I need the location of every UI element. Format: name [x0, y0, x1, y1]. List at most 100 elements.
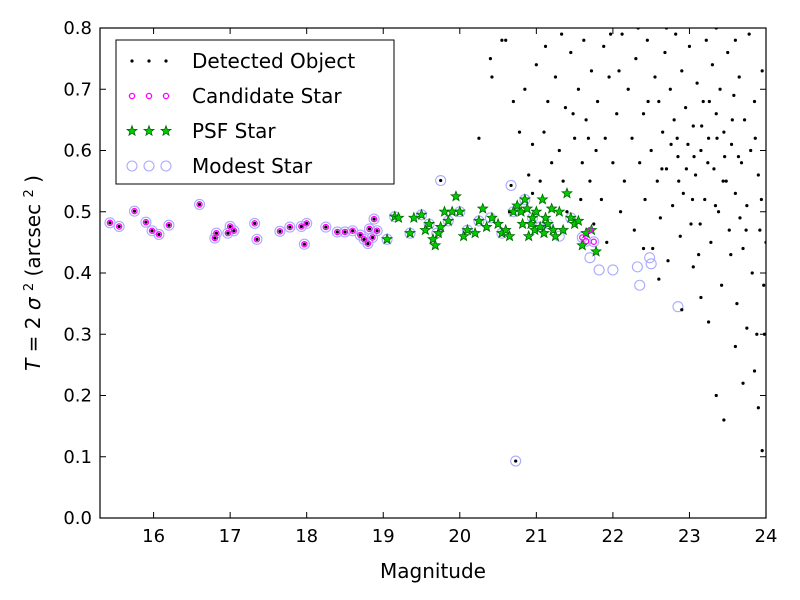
psf-point: [511, 199, 524, 211]
detected-point: [511, 99, 515, 104]
detected-point: [232, 229, 236, 233]
candidate-point: [276, 228, 284, 235]
modest-point: [368, 213, 380, 225]
series-psf: [381, 187, 603, 257]
detected-point: [546, 99, 550, 104]
detected-point: [527, 173, 531, 177]
detected-point: [760, 69, 764, 73]
detected-point: [706, 320, 711, 324]
psf-point: [526, 211, 539, 223]
detected-point: [691, 124, 695, 128]
x-tick-label: 18: [295, 526, 318, 547]
series-detected: [108, 28, 766, 463]
detected-point: [735, 302, 739, 306]
candidate-point: [334, 228, 341, 236]
legend-marker: [128, 92, 136, 100]
psf-point: [572, 214, 585, 227]
detected-point: [752, 99, 757, 104]
detected-point: [582, 38, 586, 42]
detected-point: [560, 32, 564, 36]
detected-point: [657, 99, 661, 104]
modest-point: [146, 225, 158, 237]
detected-point: [584, 118, 588, 122]
detected-point: [343, 230, 347, 234]
detected-point: [370, 235, 375, 240]
psf-point: [485, 211, 498, 223]
psf-point: [453, 205, 466, 217]
candidate-point: [230, 227, 238, 234]
candidate-point: [165, 221, 173, 229]
detected-point: [305, 221, 309, 225]
candidate-point: [360, 236, 368, 243]
modest-point: [320, 221, 332, 233]
detected-point: [500, 38, 504, 42]
detected-point: [643, 197, 647, 202]
psf-point: [560, 187, 573, 199]
modest-point: [672, 301, 684, 313]
legend-item-candidate: Candidate Star: [128, 84, 342, 108]
candidate-point: [213, 229, 220, 237]
y-axis-label-sup: 2: [22, 283, 37, 291]
y-tick-label: 0.3: [63, 324, 92, 345]
detected-point: [595, 99, 600, 104]
detected-point: [641, 112, 646, 116]
modest-point: [193, 198, 206, 210]
detected-point: [653, 75, 657, 79]
x-tick-label: 21: [525, 526, 548, 547]
detected-point: [645, 38, 649, 42]
detected-point: [704, 38, 708, 42]
y-axis-label: T = 2 σ 2 (arcsec 2 ): [21, 175, 45, 371]
detected-point: [375, 229, 379, 233]
detected-point: [615, 112, 619, 116]
detected-point: [660, 167, 664, 171]
psf-point: [541, 217, 554, 230]
legend-label: Detected Object: [192, 49, 355, 73]
modest-point: [631, 261, 643, 273]
detected-point: [733, 191, 737, 195]
detected-point: [611, 161, 615, 165]
detected-point: [488, 57, 493, 61]
detected-point: [693, 173, 698, 177]
detected-point: [599, 197, 604, 202]
modest-point: [113, 220, 125, 232]
detected-point: [542, 130, 546, 134]
detected-point: [214, 231, 218, 235]
detected-point: [351, 229, 355, 233]
detected-point: [226, 231, 230, 235]
detected-point: [366, 242, 370, 246]
y-tick-label: 0.6: [63, 141, 92, 162]
candidate-point: [370, 215, 378, 223]
detected-point: [703, 197, 707, 202]
psf-point: [549, 229, 562, 242]
detected-point: [676, 155, 680, 159]
candidate-point: [349, 227, 356, 234]
detected-point: [664, 167, 669, 171]
detected-point: [630, 136, 634, 140]
psf-point: [524, 217, 538, 230]
detected-point: [707, 99, 711, 104]
y-axis-label-sigma: σ: [21, 296, 45, 310]
legend-item-detected: Detected Object: [130, 49, 355, 73]
psf-point: [557, 223, 570, 236]
modest-point: [358, 233, 370, 245]
modest-point: [644, 252, 656, 264]
modest-point: [284, 221, 296, 233]
detected-point: [741, 381, 745, 385]
detected-point: [586, 136, 591, 140]
psf-point: [539, 211, 552, 223]
detected-point: [607, 75, 611, 79]
plot-area: [104, 28, 766, 467]
x-tick-label: 16: [142, 526, 165, 547]
x-tick-label: 20: [448, 526, 471, 547]
detected-point: [709, 240, 713, 244]
detected-point: [733, 38, 737, 42]
detected-point: [569, 50, 573, 55]
y-tick-label: 0.8: [63, 18, 92, 39]
detected-point: [722, 418, 726, 422]
y-axis-label-unit-open: (arcsec: [21, 204, 45, 277]
detected-point: [571, 112, 575, 116]
detected-point: [698, 222, 702, 226]
modest-point: [607, 264, 619, 276]
detected-point: [144, 220, 148, 224]
detected-point: [706, 136, 711, 140]
